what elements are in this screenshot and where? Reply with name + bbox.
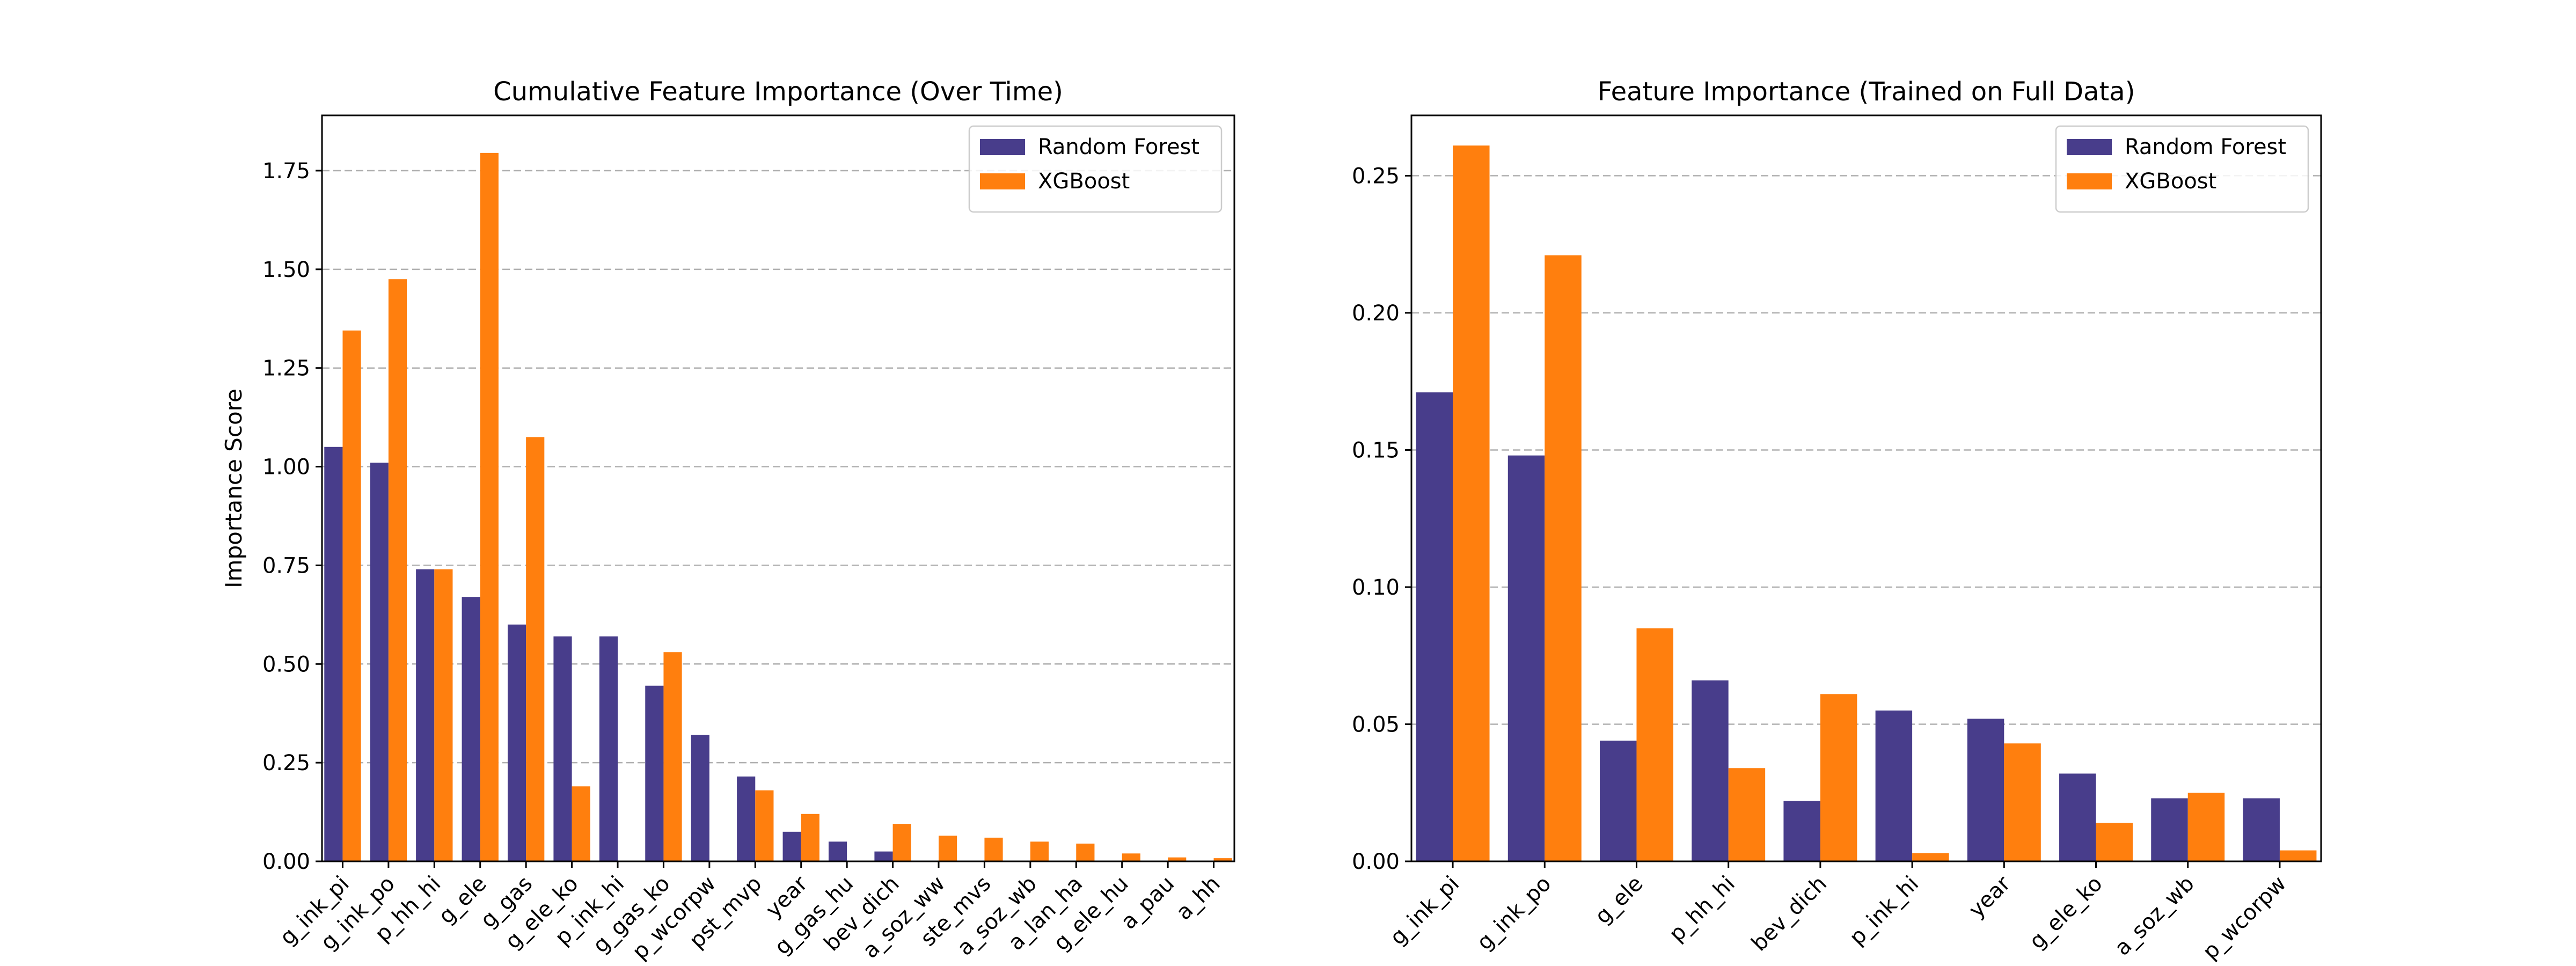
xgboost-bar-g_ink_po xyxy=(1545,255,1582,861)
y-tick-label: 1.25 xyxy=(262,356,310,381)
xgboost-bar-g_ink_po xyxy=(388,279,407,861)
legend-swatch xyxy=(2067,173,2112,189)
random-forest-bar-g_gas_hu xyxy=(828,841,847,861)
random-forest-bar-p_hh_hi xyxy=(1692,680,1729,861)
plot-frame xyxy=(321,114,1235,862)
y-tick-label: 0.25 xyxy=(1352,164,1400,188)
xgboost-bar-year xyxy=(801,814,819,861)
xgboost-bar-a_pau xyxy=(1168,857,1187,861)
xgboost-bar-g_gas xyxy=(526,437,545,861)
xgboost-bar-a_soz_ww xyxy=(938,836,957,861)
xgboost-bar-a_soz_wb xyxy=(2187,793,2225,861)
legend-box xyxy=(2055,125,2309,213)
random-forest-bar-a_soz_wb xyxy=(2151,798,2188,861)
y-axis-label: Importance Score xyxy=(221,389,247,588)
xgboost-bar-a_lan_ha xyxy=(1076,843,1095,861)
chart-title: Feature Importance (Trained on Full Data… xyxy=(1598,77,2135,107)
xgboost-bar-g_gas_ko xyxy=(663,652,682,861)
random-forest-bar-p_ink_hi xyxy=(1875,710,1913,861)
xgboost-bar-g_ele_ko xyxy=(2096,823,2133,861)
plot-frame xyxy=(1410,114,2322,862)
y-tick-label: 0.20 xyxy=(1352,301,1400,326)
xgboost-bar-g_ele_hu xyxy=(1122,853,1140,861)
legend-label: XGBoost xyxy=(1038,169,1130,194)
y-tick-label: 0.00 xyxy=(1352,850,1400,874)
legend-swatch xyxy=(980,173,1025,189)
random-forest-bar-g_ele xyxy=(462,597,480,861)
xgboost-bar-ste_mvs xyxy=(984,837,1003,861)
xgboost-bar-bev_dich xyxy=(892,824,911,861)
random-forest-bar-g_ele_ko xyxy=(2059,773,2096,861)
xgboost-bar-g_ink_pi xyxy=(342,330,361,861)
y-tick-label: 1.50 xyxy=(262,258,310,282)
random-forest-bar-g_ink_po xyxy=(370,463,389,861)
random-forest-bar-g_ele_ko xyxy=(553,636,572,861)
random-forest-bar-p_ink_hi xyxy=(599,636,618,861)
xgboost-bar-year xyxy=(2004,743,2041,861)
chart-title: Cumulative Feature Importance (Over Time… xyxy=(493,77,1063,107)
xgboost-bar-a_soz_wb xyxy=(1030,841,1049,861)
random-forest-bar-g_ink_po xyxy=(1507,455,1545,861)
random-forest-bar-p_hh_hi xyxy=(416,569,435,861)
xgboost-bar-g_ele xyxy=(1636,628,1673,861)
y-tick-label: 1.75 xyxy=(262,159,310,184)
random-forest-bar-g_gas xyxy=(507,624,526,861)
legend-swatch xyxy=(980,139,1025,155)
random-forest-bar-bev_dich xyxy=(1783,801,1820,861)
y-tick-label: 0.75 xyxy=(262,553,310,578)
legend-label: Random Forest xyxy=(1038,135,1199,159)
legend-label: Random Forest xyxy=(2125,135,2286,159)
xgboost-bar-p_hh_hi xyxy=(1728,768,1766,861)
xgboost-bar-g_ele_ko xyxy=(572,786,590,861)
random-forest-bar-g_ink_pi xyxy=(324,447,343,861)
random-forest-bar-year xyxy=(1967,719,2004,861)
y-tick-label: 0.05 xyxy=(1352,712,1400,737)
xgboost-bar-g_ink_pi xyxy=(1453,145,1490,861)
y-tick-label: 0.15 xyxy=(1352,438,1400,463)
y-tick-label: 0.10 xyxy=(1352,575,1400,600)
xgboost-bar-p_hh_hi xyxy=(434,569,453,861)
xgboost-bar-pst_mvp xyxy=(755,790,774,861)
xgboost-bar-g_ele xyxy=(480,152,499,862)
random-forest-bar-p_wcorpw xyxy=(2243,798,2280,861)
legend-label: XGBoost xyxy=(2125,169,2216,194)
random-forest-bar-pst_mvp xyxy=(737,776,756,861)
xgboost-bar-p_wcorpw xyxy=(2279,850,2317,861)
legend-swatch xyxy=(2067,139,2112,155)
random-forest-bar-year xyxy=(782,831,801,861)
y-tick-label: 0.00 xyxy=(262,850,310,874)
xgboost-bar-p_ink_hi xyxy=(1912,853,1949,861)
xgboost-bar-a_hh xyxy=(1213,858,1232,861)
random-forest-bar-g_ink_pi xyxy=(1416,392,1453,861)
left-chart-panel: 0.000.250.500.751.001.251.501.75g_ink_pi… xyxy=(221,77,1235,964)
y-tick-label: 0.25 xyxy=(262,751,310,775)
legend-box xyxy=(968,125,1223,213)
y-tick-label: 0.50 xyxy=(262,652,310,677)
xgboost-bar-bev_dich xyxy=(1820,694,1857,861)
random-forest-bar-bev_dich xyxy=(874,851,893,861)
random-forest-bar-g_ele xyxy=(1599,741,1637,861)
y-tick-label: 1.00 xyxy=(262,455,310,480)
random-forest-bar-p_wcorpw xyxy=(691,735,709,861)
random-forest-bar-g_gas_ko xyxy=(645,685,664,861)
